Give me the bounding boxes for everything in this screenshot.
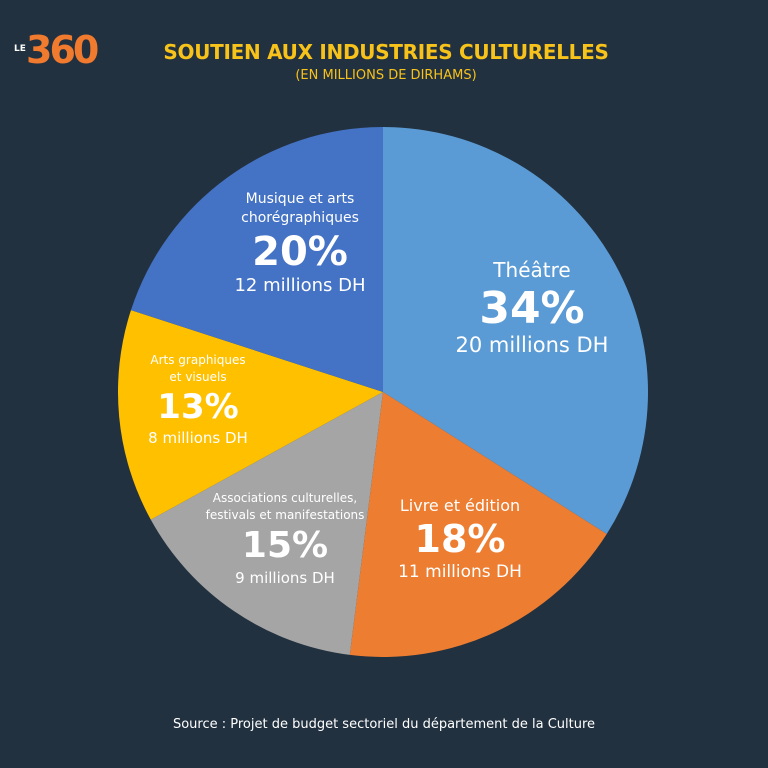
slice-name: Livre et édition [399,496,521,515]
slice-value: 11 millions DH [398,562,522,582]
slice-label-4: Musique et arts chorégraphiques 20% 12 mill… [234,190,365,296]
slice-percent: 34% [479,283,585,334]
slice-name: Musique et arts chorégraphiques [241,191,359,226]
source-note: Source : Projet de budget sectoriel du d… [172,717,596,732]
slice-label-1: Livre et édition 18% 11 millions DH [398,495,522,582]
pie-slice-0 [383,127,648,534]
logo-le: LE [14,44,26,54]
slice-name: Associations culturelles, festivals et ma… [205,491,365,522]
pie-slice-3 [118,310,384,520]
slice-percent: 13% [157,387,239,427]
slice-label-2: Associations culturelles, festivals et ma… [206,490,365,588]
slice-value: 20 millions DH [455,333,609,357]
slice-value: 9 millions DH [235,569,335,587]
pie-slice-1 [349,392,607,657]
slice-label-0: Théâtre 34% 20 millions DH [455,258,609,357]
slice-value: 12 millions DH [234,275,366,296]
slice-percent: 15% [241,525,329,566]
logo-360: LE 360 [14,28,114,76]
slice-percent: 18% [414,517,506,561]
slice-name: Théâtre [493,258,571,282]
pie-slice-4 [130,127,383,392]
pie-slice-2 [150,392,383,655]
logo-number: 360 [26,28,99,72]
slice-label-3: Arts graphiques et visuels 13% 8 millions D… [148,352,248,448]
slice-name: Arts graphiques et visuels [150,353,246,384]
slice-percent: 20% [252,229,348,275]
slice-value: 8 millions DH [148,429,248,447]
chart-title: SOUTIEN AUX INDUSTRIES CULTURELLES [163,40,609,64]
chart-subtitle: (EN MILLIONS DE DIRHAMS) [295,68,477,83]
